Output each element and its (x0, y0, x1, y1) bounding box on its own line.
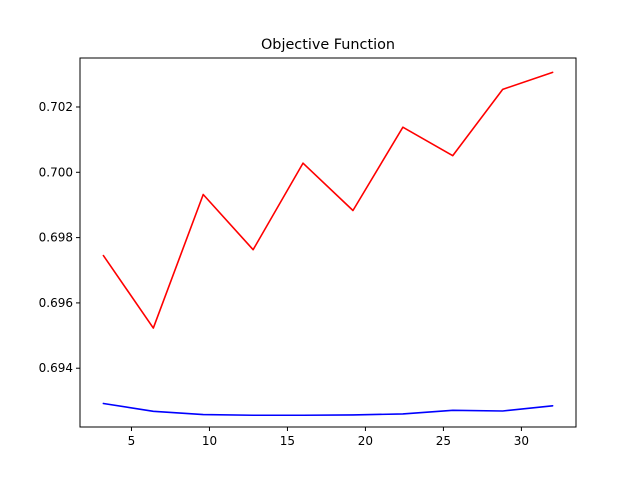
chart-title: Objective Function (261, 37, 395, 53)
x-tick-label: 10 (202, 434, 217, 448)
x-tick-label: 25 (436, 434, 451, 448)
x-tick-label: 5 (128, 434, 136, 448)
series-line-red (102, 71, 554, 329)
y-tick-label: 0.694 (39, 361, 73, 375)
x-tick-label: 15 (280, 434, 295, 448)
y-tick-label: 0.700 (39, 165, 73, 179)
series-line-blue (102, 402, 554, 417)
series-layer (102, 71, 554, 417)
y-tick-label: 0.696 (39, 296, 73, 310)
y-tick-label: 0.702 (39, 100, 73, 114)
x-tick-label: 30 (514, 434, 529, 448)
plot-area-frame (79, 57, 577, 428)
y-tick-label: 0.698 (39, 231, 73, 245)
ticks-layer: 5 10 15 20 25 30 0.694 0.696 0.698 0.700 0.702 (39, 100, 529, 448)
x-tick-label: 20 (358, 434, 373, 448)
